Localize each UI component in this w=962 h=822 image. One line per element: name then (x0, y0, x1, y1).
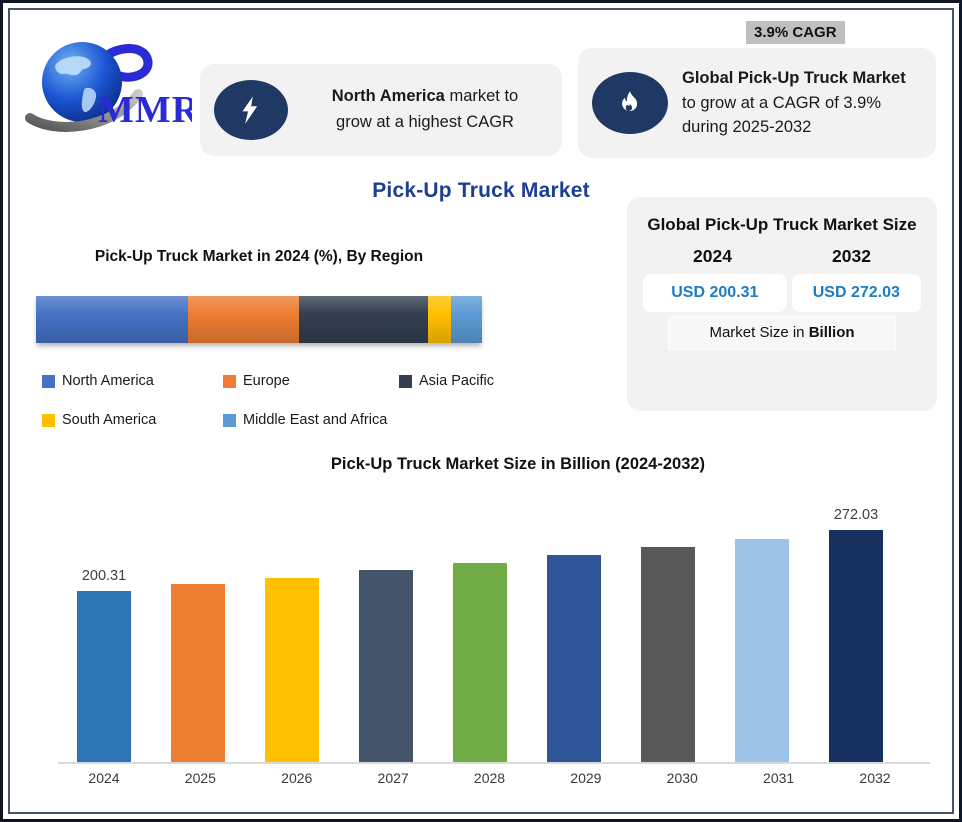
bar-value-label-2032: 272.03 (833, 507, 879, 523)
bar-value-label-2024: 200.31 (81, 568, 127, 584)
x-axis-label-2032: 2032 (859, 770, 891, 786)
market-size-panel-title: Global Pick-Up Truck Market Size (647, 215, 917, 234)
legend-swatch-europe (223, 374, 236, 388)
legend-item-asia-pacific: Asia Pacific (399, 373, 494, 389)
market-size-note: Market Size in Billion (668, 315, 896, 350)
year-right: 2032 (832, 245, 871, 266)
market-size-values: USD 200.31 USD 272.03 (627, 273, 937, 312)
legend-swatch-south-america (42, 413, 55, 427)
cagr-card-line3: during 2025-2032 (682, 118, 812, 137)
market-size-panel: Global Pick-Up Truck Market Size 2024 20… (627, 197, 937, 411)
legend-label: Asia Pacific (419, 373, 494, 389)
legend-swatch-asia-pacific (399, 374, 412, 388)
bar-2031 (735, 539, 789, 762)
market-size-years: 2024 2032 (627, 246, 937, 267)
bar-2024: 200.31 (77, 568, 131, 762)
legend-swatch-middle-east-africa (223, 413, 236, 427)
x-axis-label-2027: 2027 (377, 770, 409, 786)
column-chart-plot: 200.31 272.03 (58, 490, 930, 764)
legend-item-europe: Europe (223, 373, 290, 389)
globe-continent (81, 87, 97, 113)
bar-2025 (171, 584, 225, 762)
legend-item-middle-east-africa: Middle East and Africa (223, 412, 387, 428)
cagr-badge: 3.9% CAGR (746, 21, 845, 44)
column-chart-title: Pick-Up Truck Market Size in Billion (20… (330, 455, 706, 473)
segment-north-america (36, 296, 188, 343)
x-axis-label-2031: 2031 (763, 770, 795, 786)
x-axis-label-2030: 2030 (666, 770, 698, 786)
bar-2029 (547, 555, 601, 762)
column-chart-bars: 200.31 272.03 (77, 490, 883, 762)
legend-label: North America (62, 373, 154, 389)
column-chart-xlabels: 2024 2025 2026 2027 2028 2029 2030 2031 2032 (77, 770, 902, 786)
legend-item-south-america: South America (42, 412, 156, 428)
note-prefix: Market Size in (709, 323, 805, 341)
legend-label: South America (62, 412, 157, 428)
highlight-card-bold: North America (331, 87, 445, 106)
legend-item-north-america: North America (42, 373, 154, 389)
segment-middle-east-and-africa (450, 296, 482, 343)
bar-2030 (641, 547, 695, 762)
note-bold: Billion (808, 323, 855, 341)
legend-swatch-north-america (42, 374, 55, 388)
x-axis-label-2025: 2025 (184, 770, 216, 786)
bar-2027 (359, 570, 413, 762)
flame-icon-badge (592, 72, 668, 134)
lightning-bolt-icon (242, 96, 258, 124)
north-america-highlight-card: North America market to grow at a highes… (200, 64, 562, 156)
legend-label: Europe (243, 373, 290, 389)
cagr-card-bold: Global Pick-Up Truck Market (682, 68, 906, 87)
bar-2032: 272.03 (829, 507, 883, 762)
legend-label: Middle East and Africa (243, 412, 388, 428)
x-axis-label-2024: 2024 (88, 770, 120, 786)
brand-name: MMR (98, 89, 192, 131)
page-title: Pick-Up Truck Market (372, 179, 590, 202)
mmr-logo: MMR (25, 42, 192, 132)
bar-2028 (453, 563, 507, 762)
cagr-card-text: Global Pick-Up Truck Market to grow at a… (682, 66, 922, 140)
highlight-card-line2: grow at a highest CAGR (336, 113, 514, 131)
region-stacked-bar (36, 296, 482, 343)
globe-continent (55, 56, 91, 76)
lightning-icon-badge (214, 80, 288, 140)
segment-south-america (428, 296, 451, 343)
cagr-card-line2: to grow at a CAGR of 3.9% (682, 93, 882, 112)
segment-asia-pacific (299, 296, 429, 343)
logo-gray-swoosh (25, 89, 143, 132)
highlight-card-text: North America market to grow at a highes… (302, 84, 548, 135)
value-2024: USD 200.31 (643, 273, 787, 312)
flame-icon (622, 91, 638, 112)
value-2032: USD 272.03 (791, 273, 921, 312)
x-axis-label-2029: 2029 (570, 770, 602, 786)
x-axis-label-2026: 2026 (281, 770, 313, 786)
region-chart-title: Pick-Up Truck Market in 2024 (%), By Reg… (94, 248, 424, 265)
segment-europe (187, 296, 300, 343)
x-axis-label-2028: 2028 (473, 770, 506, 786)
global-cagr-card: Global Pick-Up Truck Market to grow at a… (578, 48, 936, 158)
highlight-card-rest: market to (449, 87, 519, 106)
bar-2026 (265, 578, 319, 762)
year-left: 2024 (693, 245, 732, 266)
